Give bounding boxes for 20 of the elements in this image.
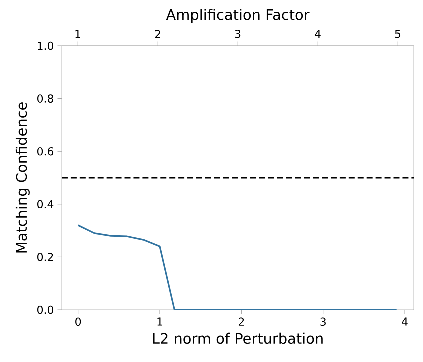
x-tick-label: 0: [76, 318, 82, 326]
x-axis-title: L2 norm of Perturbation: [153, 332, 323, 344]
line-series: [78, 224, 398, 310]
x2-tick-label: 3: [235, 30, 241, 38]
x2-tick-label: 4: [315, 30, 321, 38]
y-tick-label: 1.0: [38, 42, 54, 50]
y-tick-label: 0.4: [38, 200, 54, 209]
x2-tick-label: 2: [155, 30, 160, 38]
y-tick-label: 0.8: [38, 94, 54, 103]
x2-axis-title: Amplification Factor: [166, 9, 310, 24]
y-tick-label: 0.2: [38, 253, 54, 262]
x-tick-label: 3: [320, 318, 326, 326]
y-tick-label: 0.6: [38, 147, 54, 156]
x-tick-label: 1: [158, 318, 162, 326]
x2-tick-label: 5: [395, 30, 401, 38]
y-axis-title: Matching Confidence: [16, 102, 30, 253]
y-tick-label: 0.0: [38, 306, 54, 314]
x-tick-label: 4: [402, 318, 408, 326]
x2-tick-label: 1: [76, 30, 80, 38]
x-tick-label: 2: [238, 318, 244, 326]
